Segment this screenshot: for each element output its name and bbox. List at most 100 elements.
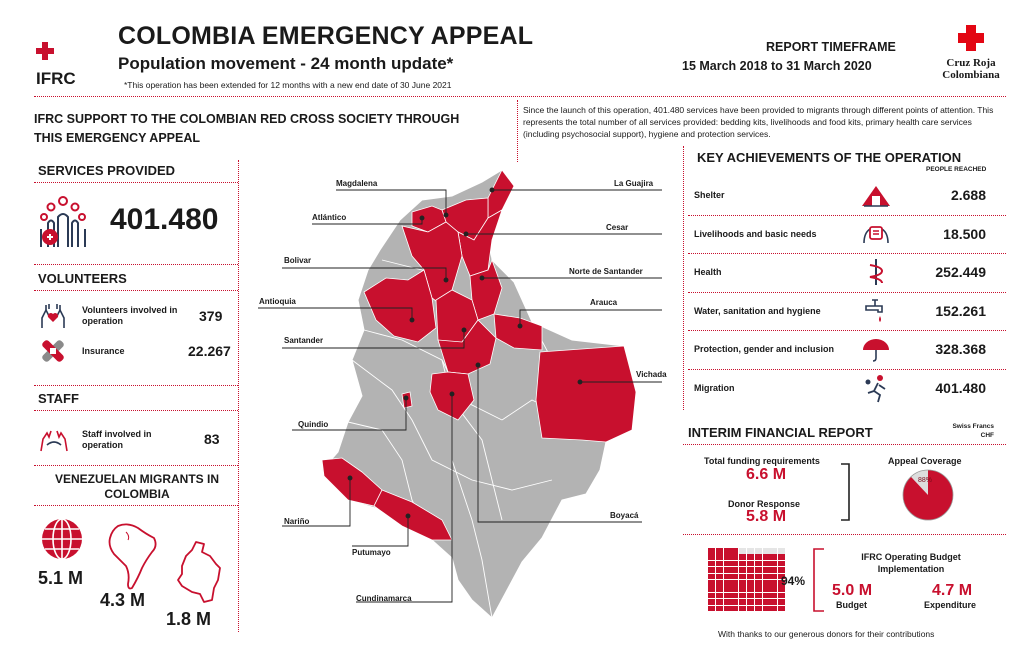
achievement-divider	[688, 330, 1006, 331]
map-label-antioquia: Antioquia	[259, 297, 296, 306]
budget-grid-cell	[715, 573, 723, 580]
budget-grid-cell	[754, 567, 762, 573]
budget-grid-cell	[770, 586, 778, 592]
volunteers-involved-label: Volunteers involved in operation	[82, 305, 178, 326]
right-column-divider	[683, 146, 684, 410]
budget-grid-cell	[723, 586, 731, 592]
budget-grid-cell	[754, 560, 762, 567]
budget-grid-cell	[731, 592, 739, 599]
budget-grid-cell	[747, 554, 754, 560]
budget-grid-cell	[770, 592, 778, 599]
intro-text: Since the launch of this operation, 401.…	[523, 105, 994, 139]
migration-icon	[865, 374, 886, 402]
cruz-roja-text-1: Cruz Roja	[946, 57, 996, 69]
map-label-arauca: Arauca	[590, 298, 618, 307]
achievement-value: 401.480	[935, 379, 986, 396]
budget-grid-cell	[708, 548, 715, 554]
ifrc-logo: IFRC	[34, 36, 90, 87]
map-label-cesar: Cesar	[606, 223, 629, 232]
donors-thanks: With thanks to our generous donors for t…	[718, 629, 935, 639]
budget-grid-cell	[754, 548, 762, 554]
budget-grid-cell	[770, 599, 778, 605]
budget-grid-cell	[770, 554, 778, 560]
services-people-icon	[40, 196, 86, 247]
budget-label: Budget	[836, 600, 867, 610]
map-label-putumayo: Putumayo	[352, 548, 391, 557]
health-icon	[869, 259, 884, 285]
achievement-row: Livelihoods and basic needs 18.500	[688, 215, 1006, 254]
achievement-row: Migration 401.480	[688, 369, 1006, 408]
migrants-south-america-value: 4.3 M	[100, 590, 146, 610]
budget-grid-cell	[762, 605, 770, 612]
funding-label: Total funding requirements	[704, 456, 820, 466]
map-label-cundinamarca: Cundinamarca	[356, 594, 412, 603]
achievement-value: 252.449	[935, 264, 986, 281]
budget-grid-cell	[708, 592, 715, 599]
budget-grid-cell	[778, 548, 786, 554]
budget-grid-cell	[708, 605, 715, 612]
insurance-label: Insurance	[82, 346, 125, 356]
budget-grid-cell	[715, 567, 723, 573]
budget-grid-cell	[708, 554, 715, 560]
budget-grid-cell	[731, 580, 739, 586]
page-subtitle: Population movement - 24 month update*	[118, 54, 454, 73]
budget-grid-cell	[770, 560, 778, 567]
budget-grid-cell	[762, 586, 770, 592]
south-america-map-icon	[108, 523, 157, 590]
budget-heading: IFRC Operating Budget Implementation	[861, 552, 961, 574]
achievements-heading: KEY ACHIEVEMENTS OF THE OPERATION	[697, 150, 962, 165]
budget-grid-cell	[723, 548, 731, 554]
staff-heading: STAFF	[38, 391, 79, 406]
budget-grid-cell	[762, 560, 770, 567]
volunteers-divider	[34, 290, 238, 291]
map-label-la-guajira: La Guajira	[614, 179, 654, 188]
budget-grid-cell	[754, 573, 762, 580]
staff-top-divider	[34, 385, 238, 386]
budget-grid-cell	[731, 573, 739, 580]
coverage-label: Appeal Coverage	[888, 456, 962, 466]
budget-grid-cell	[715, 580, 723, 586]
map-label-santander: Santander	[284, 336, 324, 345]
red-cross-icon	[958, 25, 984, 51]
staff-involved-label: Staff involved in operation	[82, 429, 152, 450]
achievement-divider	[688, 214, 1006, 216]
map-highlighted-departments	[321, 169, 637, 541]
budget-grid-cell	[762, 567, 770, 573]
map-antioquia	[363, 269, 437, 343]
budget-grid-cell	[731, 554, 739, 560]
colombia-map	[321, 169, 637, 619]
budget-grid-cell	[739, 567, 747, 573]
budget-grid-cell	[739, 573, 747, 580]
map-label-vichada: Vichada	[636, 370, 667, 379]
budget-grid-cell	[739, 548, 747, 554]
budget-grid-cell	[708, 573, 715, 580]
budget-grid-cell	[715, 554, 723, 560]
budget-grid-cell	[731, 548, 739, 554]
budget-percentage: 94%	[781, 574, 806, 588]
header-divider	[34, 96, 1006, 97]
budget-grid-cell	[731, 599, 739, 605]
map-putumayo	[373, 489, 453, 541]
achievement-divider	[688, 291, 1006, 293]
budget-grid-cell	[747, 586, 754, 592]
financial-currency: Swiss Francs CHF	[952, 423, 994, 439]
map-label-bolivar: Bolivar	[284, 256, 312, 265]
budget-grid-cell	[731, 567, 739, 573]
budget-grid-cell	[778, 599, 786, 605]
budget-value: 5.0 M	[832, 582, 873, 599]
budget-grid-cell	[778, 580, 786, 586]
migrants-heading: VENEZUELAN MIGRANTS IN COLOMBIA	[54, 472, 219, 501]
budget-grid-cell	[747, 599, 754, 605]
budget-grid-cell	[723, 567, 731, 573]
staff-divider	[34, 410, 238, 411]
achievement-value: 152.261	[935, 302, 986, 319]
expenditure-label: Expenditure	[924, 600, 977, 610]
budget-grid-cell	[778, 586, 786, 592]
volunteer-hands-icon	[41, 304, 65, 328]
globe-icon	[42, 518, 82, 560]
budget-grid-cell	[778, 560, 786, 567]
left-column-divider	[238, 160, 239, 632]
livelihoods-icon	[863, 225, 889, 243]
budget-grid-cell	[708, 586, 715, 592]
budget-grid-cell	[739, 592, 747, 599]
